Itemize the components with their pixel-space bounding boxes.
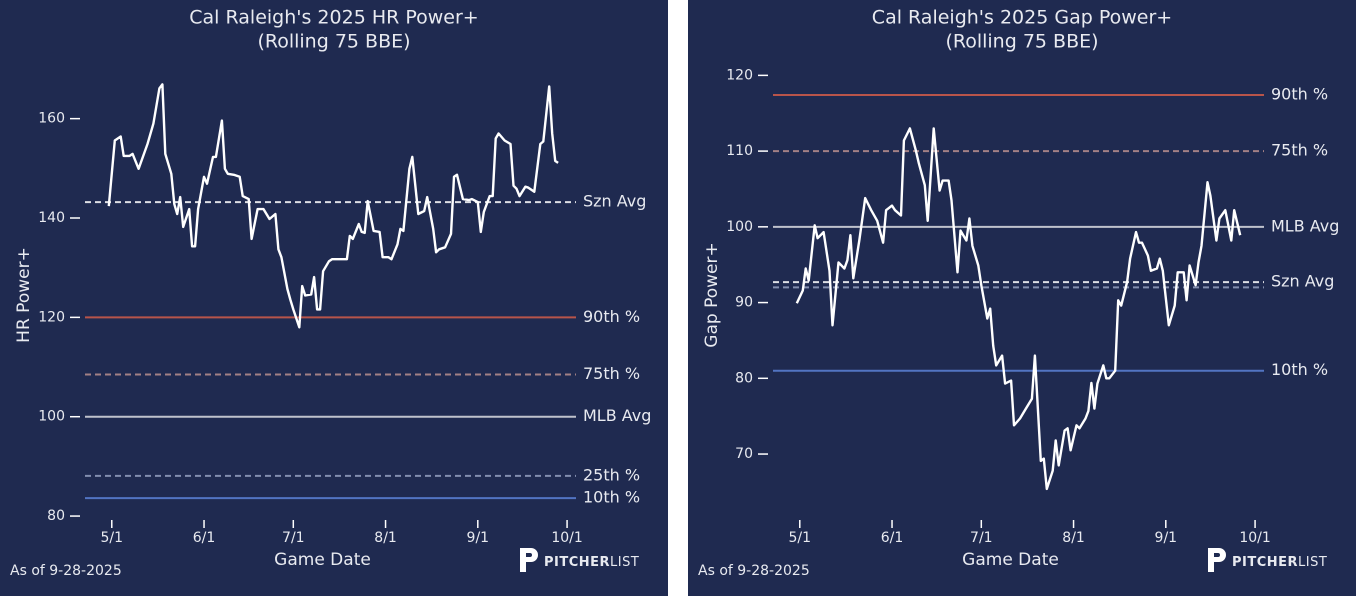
y-tick-label: 80 bbox=[47, 508, 65, 524]
logo-bold: PITCHER bbox=[1232, 555, 1298, 570]
y-tick-label: 120 bbox=[38, 309, 65, 325]
chart-subtitle: (Rolling 75 BBE) bbox=[257, 31, 410, 53]
panel-background bbox=[688, 0, 1356, 596]
y-tick-label: 100 bbox=[726, 219, 753, 235]
y-axis-label: Gap Power+ bbox=[702, 242, 722, 347]
chart-panel: Cal Raleigh's 2025 HR Power+(Rolling 75 … bbox=[0, 0, 668, 596]
logo-bold: PITCHER bbox=[544, 555, 610, 570]
logo-light: LIST bbox=[1298, 555, 1327, 570]
chart-title: Cal Raleigh's 2025 HR Power+ bbox=[189, 7, 478, 29]
logo-text: PITCHERLIST bbox=[1232, 555, 1327, 570]
x-tick-label: 7/1 bbox=[970, 530, 993, 546]
data-line bbox=[795, 127, 1242, 491]
reference-label: 10th % bbox=[1271, 360, 1328, 379]
panel-background bbox=[0, 0, 668, 596]
x-tick-label: 8/1 bbox=[374, 530, 397, 546]
x-tick-label: 8/1 bbox=[1062, 530, 1085, 546]
x-tick-label: 5/1 bbox=[789, 530, 812, 546]
reference-label: 75th % bbox=[583, 364, 640, 383]
x-axis-label: Game Date bbox=[962, 550, 1059, 570]
y-tick-label: 160 bbox=[38, 111, 65, 127]
footnote: As of 9-28-2025 bbox=[10, 563, 122, 579]
x-tick-label: 5/1 bbox=[101, 530, 124, 546]
logo-light: LIST bbox=[610, 555, 639, 570]
chart-panel: Cal Raleigh's 2025 Gap Power+(Rolling 75… bbox=[688, 0, 1356, 596]
reference-label: MLB Avg bbox=[583, 406, 651, 425]
chart-title: Cal Raleigh's 2025 Gap Power+ bbox=[872, 7, 1172, 29]
y-tick-label: 70 bbox=[735, 446, 753, 462]
reference-label: 25th % bbox=[583, 465, 640, 484]
reference-label: MLB Avg bbox=[1271, 216, 1339, 235]
x-tick-label: 10/1 bbox=[1239, 530, 1270, 546]
logo-icon bbox=[1208, 548, 1226, 572]
y-tick-label: 120 bbox=[726, 67, 753, 83]
x-tick-label: 9/1 bbox=[1155, 530, 1178, 546]
x-tick-label: 7/1 bbox=[282, 530, 305, 546]
x-tick-label: 10/1 bbox=[551, 530, 582, 546]
y-tick-label: 90 bbox=[735, 295, 753, 311]
reference-label: Szn Avg bbox=[1271, 272, 1334, 291]
x-axis-label: Game Date bbox=[274, 550, 371, 570]
reference-label: 75th % bbox=[1271, 141, 1328, 160]
y-tick-label: 100 bbox=[38, 409, 65, 425]
x-tick-label: 6/1 bbox=[193, 530, 216, 546]
y-tick-label: 80 bbox=[735, 370, 753, 386]
reference-label: 90th % bbox=[1271, 85, 1328, 104]
reference-label: 90th % bbox=[583, 307, 640, 326]
x-tick-label: 6/1 bbox=[881, 530, 904, 546]
y-tick-label: 110 bbox=[726, 143, 753, 159]
logo-text: PITCHERLIST bbox=[544, 555, 639, 570]
y-tick-label: 140 bbox=[38, 210, 65, 226]
logo-icon bbox=[520, 548, 538, 572]
data-line bbox=[107, 83, 559, 329]
reference-label: 10th % bbox=[583, 488, 640, 507]
footnote: As of 9-28-2025 bbox=[698, 563, 810, 579]
chart-subtitle: (Rolling 75 BBE) bbox=[945, 31, 1098, 53]
y-axis-label: HR Power+ bbox=[14, 247, 34, 343]
reference-label: Szn Avg bbox=[583, 192, 646, 211]
x-tick-label: 9/1 bbox=[467, 530, 490, 546]
